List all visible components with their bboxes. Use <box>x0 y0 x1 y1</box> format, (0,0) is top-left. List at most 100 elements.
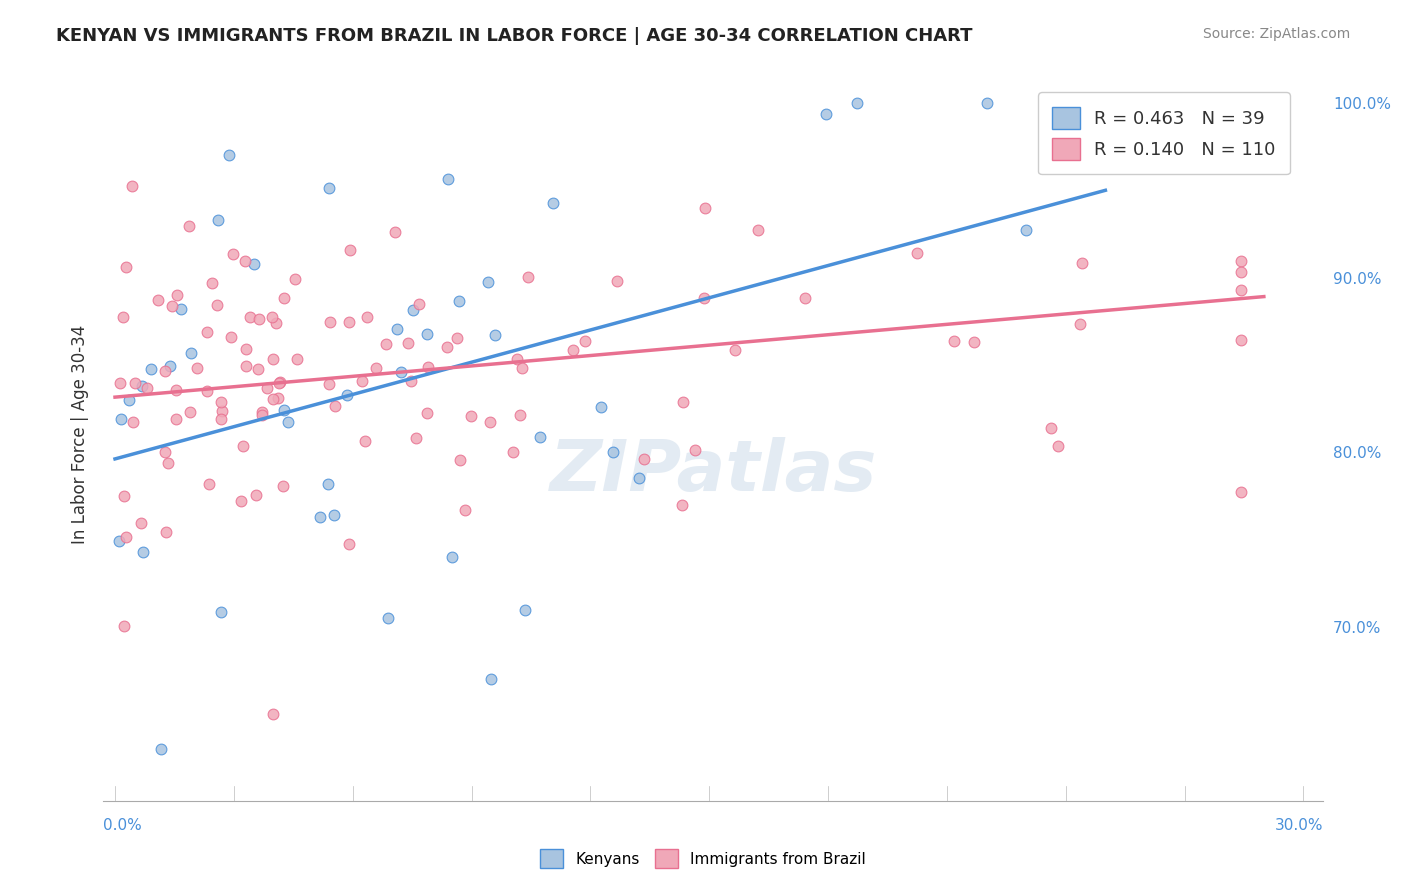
Point <box>1114 96 1136 111</box>
Point <box>695 201 717 215</box>
Point <box>1015 223 1038 237</box>
Point <box>416 406 439 420</box>
Point <box>232 439 254 453</box>
Point <box>160 299 183 313</box>
Point <box>139 361 162 376</box>
Point <box>589 401 612 415</box>
Point <box>606 274 628 288</box>
Point <box>114 530 136 544</box>
Point <box>221 330 243 344</box>
Point <box>269 376 291 390</box>
Text: KENYAN VS IMMIGRANTS FROM BRAZIL IN LABOR FORCE | AGE 30-34 CORRELATION CHART: KENYAN VS IMMIGRANTS FROM BRAZIL IN LABO… <box>56 27 973 45</box>
Point <box>243 257 266 271</box>
Point <box>385 322 408 336</box>
Point <box>846 96 869 111</box>
Point <box>197 384 219 398</box>
Point <box>561 343 583 357</box>
Point <box>247 312 270 326</box>
Point <box>515 603 537 617</box>
Point <box>165 412 187 426</box>
Point <box>574 334 596 348</box>
Point <box>325 399 347 413</box>
Point <box>1230 128 1253 142</box>
Point <box>262 352 284 367</box>
Point <box>285 352 308 367</box>
Point <box>235 359 257 373</box>
Point <box>405 431 427 445</box>
Point <box>794 291 817 305</box>
Point <box>339 315 361 329</box>
Point <box>262 392 284 406</box>
Point <box>273 402 295 417</box>
Point <box>416 359 439 374</box>
Point <box>529 430 551 444</box>
Point <box>963 335 986 350</box>
Point <box>747 223 769 237</box>
Point <box>318 377 340 392</box>
Point <box>118 392 141 407</box>
Point <box>440 549 463 564</box>
Point <box>132 545 155 559</box>
Point <box>353 434 375 448</box>
Point <box>121 178 143 193</box>
Point <box>685 442 707 457</box>
Point <box>943 334 966 348</box>
Point <box>479 672 502 686</box>
Point <box>266 316 288 330</box>
Point <box>1230 254 1253 268</box>
Point <box>153 445 176 459</box>
Point <box>336 388 359 402</box>
Point <box>271 479 294 493</box>
Legend: R = 0.463   N = 39, R = 0.140   N = 110: R = 0.463 N = 39, R = 0.140 N = 110 <box>1038 92 1289 174</box>
Point <box>124 376 146 390</box>
Point <box>339 243 361 257</box>
Point <box>436 340 458 354</box>
Point <box>1230 333 1253 347</box>
Point <box>149 741 172 756</box>
Point <box>377 611 399 625</box>
Point <box>633 451 655 466</box>
Point <box>814 107 837 121</box>
Point <box>233 253 256 268</box>
Point <box>198 476 221 491</box>
Point <box>693 292 716 306</box>
Point <box>484 328 506 343</box>
Point <box>146 293 169 308</box>
Point <box>356 310 378 324</box>
Point <box>506 351 529 366</box>
Point <box>319 315 342 329</box>
Point <box>186 360 208 375</box>
Point <box>449 452 471 467</box>
Point <box>323 508 346 522</box>
Point <box>366 361 388 376</box>
Point <box>246 362 269 376</box>
Point <box>446 331 468 345</box>
Point <box>157 456 180 470</box>
Point <box>112 619 135 633</box>
Point <box>384 225 406 239</box>
Point <box>166 288 188 302</box>
Point <box>155 524 177 539</box>
Point <box>231 494 253 508</box>
Point <box>976 96 998 111</box>
Point <box>628 471 651 485</box>
Point <box>209 605 232 619</box>
Point <box>339 536 361 550</box>
Point <box>108 534 131 549</box>
Legend: Kenyans, Immigrants from Brazil: Kenyans, Immigrants from Brazil <box>533 841 873 875</box>
Point <box>671 498 693 512</box>
Point <box>218 148 240 162</box>
Point <box>454 503 477 517</box>
Point <box>502 445 524 459</box>
Point <box>235 342 257 356</box>
Point <box>1047 439 1070 453</box>
Point <box>672 395 695 409</box>
Point <box>165 384 187 398</box>
Point <box>201 276 224 290</box>
Point <box>256 382 278 396</box>
Point <box>416 327 439 342</box>
Point <box>122 415 145 429</box>
Point <box>512 361 534 376</box>
Point <box>267 391 290 405</box>
Point <box>402 303 425 318</box>
